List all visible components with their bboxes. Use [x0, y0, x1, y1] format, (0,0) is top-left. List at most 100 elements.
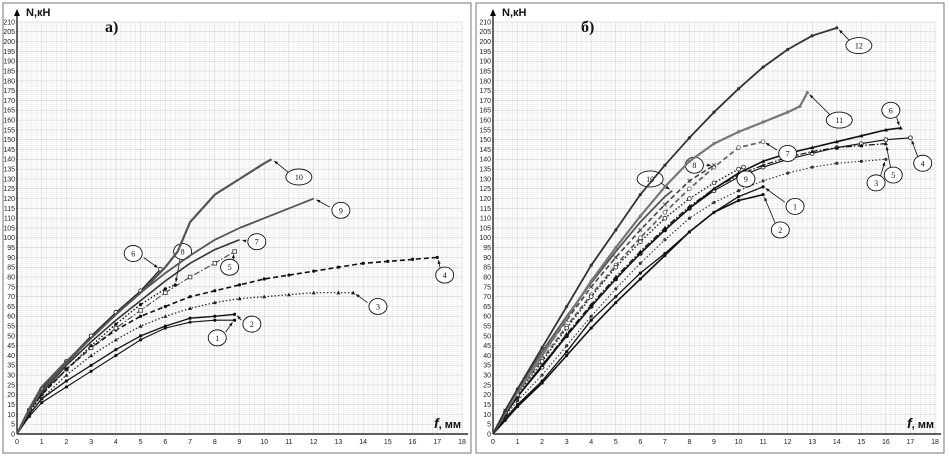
grid [16, 21, 463, 435]
data-point [589, 318, 593, 322]
data-point [761, 163, 766, 167]
y-tick-label: 200 [479, 39, 491, 46]
data-point [312, 269, 316, 273]
data-point [663, 253, 667, 258]
data-point [188, 320, 192, 324]
data-point [212, 300, 217, 305]
series-line [492, 164, 715, 435]
x-tick-label: 15 [857, 439, 865, 446]
x-axis-title: f, мм [907, 415, 934, 431]
data-point [163, 324, 167, 328]
data-point [163, 287, 167, 291]
x-tick-label: 6 [638, 439, 642, 446]
y-tick-label: 100 [3, 235, 15, 242]
data-point [564, 333, 569, 338]
data-point [39, 396, 44, 401]
data-point [540, 353, 544, 358]
data-point [188, 316, 192, 320]
series-label: 1 [215, 334, 219, 343]
chart-panel-2: 0510152025303540455055606570758085909510… [475, 2, 945, 454]
callout-arrowhead [707, 163, 711, 167]
data-point [173, 283, 177, 287]
y-tick-label: 205 [3, 29, 15, 36]
grid [492, 21, 936, 435]
data-point [589, 314, 593, 318]
y-tick-label: 210 [3, 19, 15, 26]
data-point [662, 215, 668, 221]
y-tick-label: 200 [3, 39, 15, 46]
x-tick-label: 3 [89, 439, 93, 446]
y-tick-label: 175 [3, 88, 15, 95]
y-tick-label: 40 [7, 353, 15, 360]
series-label: 2 [250, 320, 254, 329]
data-point [712, 186, 716, 191]
y-tick-label: 110 [4, 216, 15, 223]
series-label: 12 [855, 42, 863, 51]
data-point [188, 306, 193, 311]
data-point [614, 246, 618, 250]
callout-ellipse [220, 258, 240, 276]
callout-ellipse [825, 111, 853, 129]
data-point [883, 141, 888, 146]
y-tick-label: 30 [483, 373, 491, 380]
data-point [687, 136, 692, 140]
data-point [638, 277, 642, 281]
data-point [736, 195, 741, 199]
x-tick-label: 0 [15, 439, 19, 446]
data-point [687, 230, 692, 234]
data-point [515, 399, 520, 403]
callout-arrowhead [765, 188, 770, 192]
callout-ellipse [173, 243, 193, 260]
data-point [232, 249, 237, 254]
data-point [712, 142, 716, 146]
series-label: 5 [891, 171, 895, 180]
y-tick-label: 150 [479, 137, 491, 144]
x-tick-label: 1 [516, 439, 520, 446]
callout-ellipse [778, 144, 798, 162]
data-point [540, 363, 545, 367]
series-label: 7 [786, 149, 790, 158]
data-point [139, 338, 143, 342]
data-point [786, 47, 790, 52]
x-tick-label: 1 [40, 439, 44, 446]
x-tick-label: 11 [285, 439, 292, 446]
data-point [336, 265, 340, 269]
y-tick-label: 65 [483, 304, 491, 311]
data-point [786, 110, 790, 114]
y-tick-label: 120 [479, 196, 491, 203]
data-point [361, 261, 365, 265]
data-point [805, 91, 809, 95]
data-point [834, 139, 839, 144]
series-label: 4 [443, 271, 447, 280]
y-tick-label: 75 [483, 284, 491, 291]
y-tick-label: 180 [479, 78, 491, 85]
y-tick-label: 45 [483, 343, 491, 350]
y-tick-label: 35 [483, 363, 491, 370]
y-tick-label: 20 [483, 392, 491, 399]
y-tick-label: 15 [7, 402, 15, 409]
data-point [614, 300, 618, 305]
x-tick-label: 18 [931, 439, 939, 446]
callout-ellipse [845, 37, 873, 54]
data-point [687, 196, 692, 201]
callout-arrowhead [665, 185, 670, 190]
data-point [859, 159, 863, 163]
data-point [810, 34, 814, 38]
data-point [212, 261, 217, 266]
series-label: 8 [181, 248, 185, 257]
y-tick-label: 50 [7, 333, 15, 340]
y-tick-label: 5 [11, 422, 15, 429]
data-point [736, 189, 741, 193]
y-tick-label: 185 [3, 68, 15, 75]
data-point [386, 259, 390, 263]
series-10: 10 [16, 158, 313, 435]
x-tick-label: 8 [213, 439, 217, 446]
y-tick-label: 25 [483, 382, 491, 389]
series-label: 2 [778, 226, 782, 235]
y-tick-label: 125 [479, 186, 491, 193]
y-tick-label: 170 [3, 98, 15, 105]
y-tick-label: 110 [480, 216, 491, 223]
data-point [898, 125, 903, 130]
series-5: 5 [492, 141, 903, 435]
x-tick-label: 9 [712, 439, 716, 446]
